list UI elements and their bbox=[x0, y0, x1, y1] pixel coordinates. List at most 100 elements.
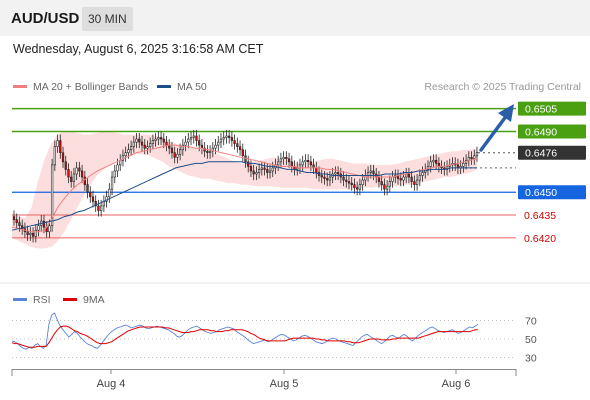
candle bbox=[336, 172, 340, 175]
candle bbox=[110, 176, 114, 190]
candle bbox=[304, 160, 307, 163]
legend-rsi: RSI bbox=[13, 294, 51, 306]
ma20-swatch bbox=[13, 84, 27, 88]
timeframe-button[interactable]: 30 MIN bbox=[82, 7, 133, 31]
projection-arrow-shaft bbox=[479, 113, 509, 152]
candle bbox=[189, 137, 193, 140]
projection-arrow-head bbox=[498, 104, 514, 122]
candle bbox=[238, 146, 242, 150]
candle bbox=[407, 173, 411, 178]
candle bbox=[323, 176, 326, 179]
symbol-title: AUD/USD bbox=[11, 10, 80, 27]
candle bbox=[307, 160, 310, 163]
rsi-tick-label: 50 bbox=[525, 334, 537, 346]
candle bbox=[279, 158, 283, 163]
candle bbox=[50, 164, 54, 226]
candle bbox=[328, 176, 332, 181]
candle bbox=[100, 205, 103, 211]
candle bbox=[72, 173, 76, 182]
candle bbox=[228, 135, 231, 138]
candle bbox=[399, 178, 402, 181]
candle bbox=[116, 164, 119, 172]
rsi-9ma-line bbox=[11, 325, 478, 348]
level-tag-0.6476 bbox=[518, 145, 586, 160]
candle bbox=[358, 184, 362, 190]
candle bbox=[127, 149, 130, 154]
research-credit: Research © 2025 Trading Central bbox=[424, 81, 581, 93]
candle bbox=[203, 147, 206, 152]
candle bbox=[31, 232, 35, 237]
candle bbox=[195, 135, 198, 141]
candle bbox=[80, 170, 84, 178]
level-label-0.6490: 0.6490 bbox=[525, 126, 557, 138]
candle bbox=[154, 138, 157, 141]
candle bbox=[290, 161, 293, 167]
candle bbox=[53, 146, 56, 166]
candle bbox=[347, 181, 351, 184]
level-tag-0.6450 bbox=[518, 185, 586, 200]
candle bbox=[67, 169, 70, 178]
candle bbox=[473, 155, 476, 160]
candle bbox=[89, 191, 92, 198]
candle bbox=[113, 170, 116, 178]
ma50-line bbox=[11, 161, 477, 231]
candle bbox=[388, 181, 391, 187]
candle bbox=[356, 187, 359, 190]
candle bbox=[34, 229, 37, 237]
candle bbox=[187, 138, 190, 143]
x-tick-label: Aug 5 bbox=[270, 378, 299, 390]
bollinger-band-area bbox=[12, 131, 477, 249]
candle bbox=[91, 196, 95, 202]
candle bbox=[181, 144, 184, 150]
candle bbox=[37, 225, 40, 231]
legend-9ma: 9MA bbox=[63, 294, 105, 306]
ma20-line bbox=[11, 144, 478, 233]
legend-ma20-bollinger: MA 20 + Bollinger Bands bbox=[13, 81, 148, 93]
candle bbox=[255, 172, 258, 175]
level-tag-0.6505 bbox=[518, 101, 586, 116]
level-label-0.6450: 0.6450 bbox=[525, 187, 557, 199]
ma50-swatch bbox=[157, 84, 171, 88]
candle bbox=[383, 184, 386, 190]
level-label-0.6505: 0.6505 bbox=[525, 104, 557, 116]
candle bbox=[29, 232, 32, 236]
candle bbox=[320, 175, 323, 178]
candle bbox=[230, 137, 234, 141]
candle bbox=[165, 141, 168, 146]
candle bbox=[198, 140, 201, 146]
candle bbox=[260, 167, 263, 170]
candle bbox=[138, 138, 141, 143]
candle bbox=[350, 182, 353, 185]
candle bbox=[263, 167, 266, 170]
candle bbox=[271, 167, 274, 172]
candle bbox=[236, 143, 239, 147]
candle bbox=[372, 170, 375, 175]
candle bbox=[64, 161, 67, 170]
candle bbox=[225, 135, 228, 138]
candle bbox=[426, 166, 430, 170]
legend-label-ma20: MA 20 + Bollinger Bands bbox=[33, 81, 149, 93]
candle bbox=[257, 169, 261, 173]
candle bbox=[61, 152, 65, 163]
candle bbox=[132, 141, 135, 147]
candle bbox=[178, 149, 182, 155]
candle bbox=[222, 137, 225, 140]
candle bbox=[432, 160, 435, 163]
candle bbox=[364, 175, 367, 181]
candle bbox=[219, 138, 223, 143]
candle bbox=[75, 167, 78, 175]
candle bbox=[277, 161, 280, 166]
candle bbox=[206, 150, 209, 154]
candle bbox=[157, 137, 160, 140]
candle bbox=[83, 176, 86, 185]
candle bbox=[108, 188, 111, 198]
candle bbox=[268, 170, 272, 173]
candle bbox=[402, 176, 405, 181]
candle bbox=[421, 172, 424, 176]
candle bbox=[15, 219, 18, 223]
candle bbox=[159, 137, 163, 140]
candle bbox=[410, 176, 413, 182]
top-bar: AUD/USD 30 MIN bbox=[0, 0, 590, 36]
candle bbox=[369, 170, 372, 173]
